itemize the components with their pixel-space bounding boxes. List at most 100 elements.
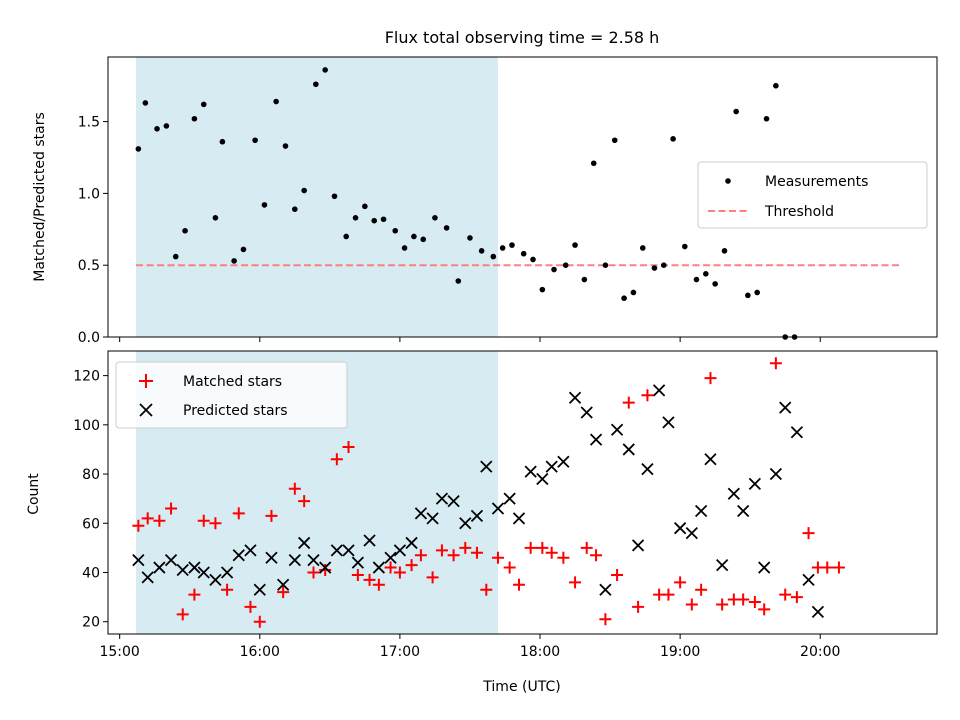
- x-tick-label: 17:00: [380, 644, 420, 660]
- measurement-point: [411, 233, 417, 240]
- predicted-star-point: [188, 561, 201, 574]
- measurement-point: [252, 137, 258, 144]
- matched-star-point: [165, 502, 178, 515]
- matched-star-point: [580, 541, 593, 554]
- top-y-axis-label: Matched/Predicted stars: [32, 112, 48, 282]
- measurement-point: [273, 98, 279, 105]
- measurement-point: [539, 286, 546, 293]
- measurement-point: [703, 271, 709, 277]
- top-plot-area: 0.0 0.5 1.0 1.5: [78, 56, 938, 346]
- matched-star-point: [221, 583, 234, 596]
- legend-predicted-label: Predicted stars: [183, 403, 288, 419]
- measurement-point: [362, 203, 368, 210]
- y-tick-label: 80: [82, 467, 100, 483]
- measurement-point: [292, 206, 298, 213]
- matched-star-point: [790, 591, 803, 604]
- measurement-point: [763, 115, 770, 122]
- matched-star-point: [435, 544, 448, 557]
- predicted-star-point: [342, 544, 355, 557]
- matched-star-point: [265, 509, 278, 522]
- predicted-star-point: [727, 487, 740, 500]
- figure-title: Flux total observing time = 2.58 h: [385, 28, 660, 47]
- matched-star-point: [307, 566, 320, 579]
- predicted-star-point: [153, 561, 166, 574]
- bottom-panel: 20 40 60 80 100 120 15:00 16:00 17:00 18:00 19:00 2…: [26, 350, 938, 695]
- matched-star-point: [545, 546, 558, 559]
- matched-star-point: [611, 568, 624, 581]
- matched-star-point: [405, 559, 418, 572]
- x-tick-label: 15:00: [99, 644, 139, 660]
- matched-star-point: [132, 519, 145, 532]
- legend-predicted-marker: [139, 403, 153, 417]
- measurement-point: [572, 242, 578, 248]
- matched-star-point: [363, 573, 376, 586]
- predicted-star-point: [580, 406, 593, 419]
- predicted-star-point: [557, 455, 570, 468]
- legend-measurement-marker: [725, 178, 731, 184]
- bottom-legend: Matched stars Predicted stars: [115, 361, 348, 429]
- predicted-star-point: [748, 477, 761, 491]
- legend-matched-marker: [139, 374, 153, 388]
- matched-star-point: [298, 495, 311, 508]
- matched-star-point: [244, 600, 257, 613]
- y-tick-label: 120: [73, 369, 100, 385]
- matched-star-point: [459, 541, 472, 554]
- y-tick-label: 1.5: [78, 115, 100, 131]
- matched-star-point: [536, 541, 549, 554]
- measurement-point: [420, 236, 427, 243]
- measurement-point: [371, 217, 378, 224]
- observing-interval-shade: [136, 57, 498, 337]
- predicted-star-point: [610, 423, 624, 436]
- y-tick-label: 20: [82, 615, 100, 631]
- predicted-star-point: [426, 512, 439, 525]
- measurement-point: [509, 242, 515, 248]
- legend-measurements-label: Measurements: [765, 174, 868, 190]
- matched-star-point: [372, 578, 385, 591]
- predicted-star-point: [769, 467, 783, 481]
- predicted-star-point: [307, 554, 320, 567]
- measurement-point: [352, 215, 359, 221]
- measurement-point: [712, 281, 718, 287]
- measurement-point: [602, 262, 609, 269]
- measurement-point: [182, 227, 188, 234]
- measurement-point: [212, 215, 219, 221]
- predicted-star-point: [491, 502, 505, 515]
- predicted-star-point: [737, 504, 750, 518]
- matched-star-point: [758, 603, 771, 616]
- predicted-star-point: [244, 544, 257, 557]
- matched-star-point: [319, 564, 332, 577]
- predicted-star-point: [351, 556, 365, 569]
- predicted-star-point: [631, 539, 645, 552]
- predicted-star-point: [414, 507, 428, 520]
- predicted-star-point: [622, 443, 635, 456]
- matched-star-point: [779, 588, 792, 601]
- x-axis-label: Time (UTC): [482, 679, 560, 695]
- measurement-point: [745, 292, 751, 299]
- measurement-point: [551, 266, 557, 273]
- measurement-point: [581, 276, 588, 283]
- legend-matched-label: Matched stars: [183, 374, 282, 390]
- y-tick-label: 0.5: [78, 258, 100, 274]
- predicted-star-point: [405, 536, 418, 550]
- top-legend: Measurements Threshold: [697, 161, 928, 229]
- measurement-point: [231, 258, 237, 264]
- predicted-star-point: [470, 509, 484, 523]
- top-legend-box: [697, 161, 928, 229]
- matched-star-point: [641, 389, 654, 402]
- measurement-point: [322, 67, 328, 73]
- predicted-star-point: [319, 561, 332, 574]
- matched-star-point: [716, 598, 729, 611]
- measurement-point: [455, 278, 462, 284]
- measurement-point: [301, 187, 307, 194]
- measurement-point: [443, 225, 450, 231]
- measurement-point: [478, 248, 485, 254]
- measurement-point: [135, 146, 142, 152]
- predicted-star-point: [197, 566, 210, 579]
- matched-star-point: [695, 583, 708, 596]
- measurement-point: [343, 233, 349, 240]
- predicted-star-point: [232, 549, 245, 562]
- predicted-star-point: [673, 522, 687, 535]
- matched-star-point: [188, 588, 201, 601]
- matched-star-point: [674, 576, 687, 589]
